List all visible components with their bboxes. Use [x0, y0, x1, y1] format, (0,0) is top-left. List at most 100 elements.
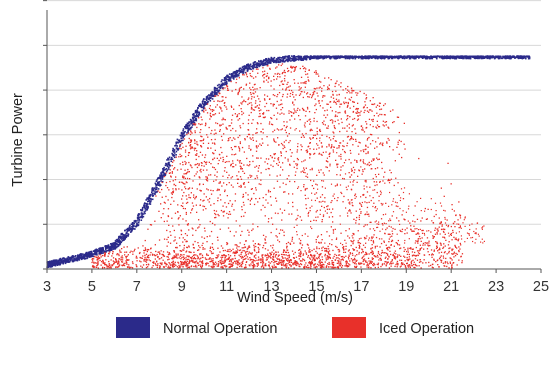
- iced-point: [343, 249, 345, 251]
- iced-point: [396, 266, 398, 268]
- normal-point: [440, 55, 443, 58]
- iced-point: [365, 94, 367, 96]
- iced-point: [279, 76, 281, 78]
- normal-point: [54, 262, 57, 265]
- iced-point: [354, 193, 357, 195]
- normal-point: [390, 56, 393, 59]
- iced-point: [161, 188, 163, 191]
- normal-point: [354, 57, 357, 60]
- iced-point: [270, 80, 272, 82]
- normal-point: [234, 75, 237, 78]
- iced-point: [388, 241, 390, 243]
- iced-point: [328, 155, 331, 158]
- iced-point: [314, 104, 316, 107]
- normal-point: [105, 247, 108, 249]
- iced-point: [296, 163, 299, 165]
- normal-point: [193, 113, 195, 115]
- iced-point: [372, 236, 374, 238]
- iced-point: [302, 135, 304, 137]
- iced-point: [321, 266, 324, 268]
- iced-point: [322, 172, 324, 174]
- iced-point: [297, 262, 299, 264]
- iced-point: [279, 103, 282, 106]
- iced-point: [171, 171, 173, 173]
- iced-point: [126, 246, 128, 248]
- iced-point: [194, 240, 196, 243]
- iced-point: [252, 228, 254, 230]
- normal-point: [69, 260, 71, 263]
- iced-point: [403, 143, 405, 145]
- iced-point: [255, 189, 257, 191]
- normal-point: [175, 154, 177, 156]
- iced-point: [182, 161, 184, 163]
- normal-point: [270, 56, 273, 59]
- iced-point: [198, 123, 200, 125]
- iced-point: [205, 196, 207, 198]
- iced-point: [289, 119, 291, 121]
- iced-point: [377, 252, 380, 254]
- iced-point: [230, 105, 232, 107]
- normal-point: [218, 83, 220, 86]
- iced-point: [246, 164, 248, 166]
- iced-point: [362, 159, 365, 161]
- iced-point: [316, 258, 318, 260]
- iced-point: [118, 258, 120, 260]
- iced-point: [242, 182, 245, 185]
- normal-point: [331, 56, 333, 59]
- iced-point: [245, 254, 247, 256]
- iced-point: [307, 215, 309, 217]
- normal-point: [282, 56, 284, 58]
- iced-point: [357, 230, 359, 232]
- normal-point: [193, 116, 196, 119]
- iced-point: [265, 236, 267, 238]
- iced-point: [268, 168, 270, 170]
- iced-point: [309, 123, 311, 125]
- iced-point: [237, 136, 239, 139]
- iced-point: [309, 148, 311, 150]
- iced-point: [255, 106, 257, 108]
- iced-point: [239, 225, 241, 227]
- iced-point: [187, 171, 189, 173]
- iced-point: [396, 116, 399, 118]
- iced-point: [101, 267, 104, 269]
- iced-point: [197, 256, 199, 258]
- iced-point: [356, 94, 358, 96]
- normal-point: [211, 91, 213, 93]
- normal-point: [431, 56, 433, 58]
- iced-point: [413, 266, 415, 269]
- iced-point: [347, 101, 349, 104]
- iced-point: [154, 220, 156, 222]
- normal-point: [168, 156, 171, 159]
- iced-point: [247, 194, 249, 196]
- normal-point: [225, 82, 227, 84]
- iced-point: [286, 125, 288, 128]
- normal-point: [228, 78, 230, 80]
- normal-point: [513, 55, 515, 57]
- iced-point: [348, 202, 350, 204]
- normal-point: [121, 233, 123, 236]
- iced-point: [292, 193, 294, 195]
- normal-point: [173, 152, 176, 154]
- iced-point: [308, 251, 310, 253]
- iced-point: [193, 256, 195, 259]
- iced-point: [350, 188, 353, 190]
- normal-point: [162, 169, 164, 172]
- iced-point: [276, 175, 278, 177]
- iced-point: [340, 191, 342, 194]
- iced-point: [171, 196, 173, 199]
- iced-point: [331, 200, 333, 202]
- iced-point: [334, 85, 336, 88]
- iced-point: [287, 81, 289, 84]
- iced-point: [159, 191, 161, 193]
- iced-point: [364, 148, 366, 151]
- iced-point: [247, 129, 250, 131]
- iced-point: [298, 115, 300, 117]
- iced-point: [451, 264, 453, 266]
- normal-point: [268, 61, 271, 63]
- iced-point: [240, 168, 242, 170]
- iced-point: [250, 188, 253, 190]
- normal-point: [420, 55, 422, 58]
- iced-point: [363, 225, 365, 228]
- iced-point: [352, 237, 354, 239]
- normal-point: [57, 263, 60, 266]
